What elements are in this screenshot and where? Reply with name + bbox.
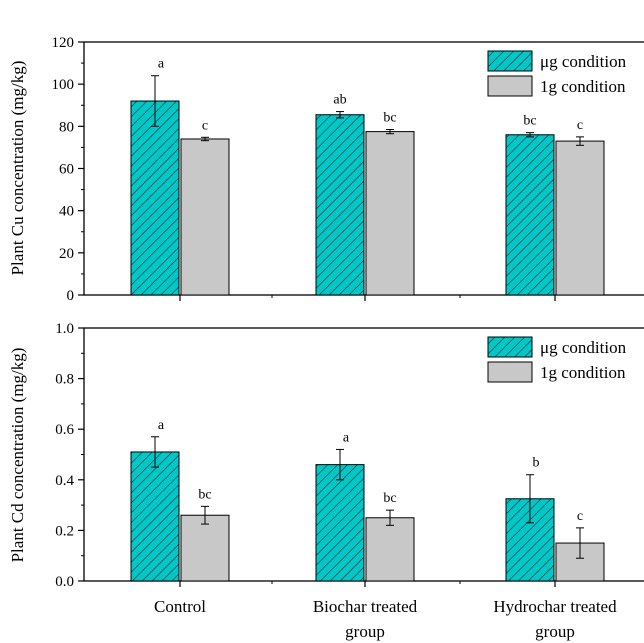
- y-tick-label: 0: [67, 288, 75, 304]
- bar: [365, 517, 415, 582]
- y-tick-label: 40: [59, 204, 74, 220]
- legend-label: μg condition: [540, 338, 627, 357]
- significance-letter: c: [577, 118, 583, 133]
- legend-label: 1g condition: [540, 77, 626, 96]
- y-tick-label: 60: [59, 162, 74, 178]
- significance-letter: a: [343, 430, 350, 445]
- bar: [315, 464, 365, 582]
- y-tick-label: 0.6: [55, 422, 74, 438]
- category-label-line2: group: [345, 622, 385, 641]
- significance-letter: bc: [383, 491, 396, 506]
- legend-swatch: [487, 336, 533, 358]
- significance-letter: c: [577, 509, 583, 524]
- legend-label: μg condition: [540, 52, 627, 71]
- significance-letter: b: [533, 456, 540, 471]
- y-tick-label: 0.0: [55, 574, 74, 590]
- y-tick-label: 0.8: [55, 372, 74, 388]
- bar: [555, 140, 605, 296]
- category-label: Biochar treated: [313, 597, 418, 616]
- y-tick-label: 120: [52, 35, 75, 51]
- legend-swatch: [487, 75, 533, 97]
- significance-letter: bc: [198, 487, 211, 502]
- legend-label: 1g condition: [540, 363, 626, 382]
- bar: [180, 138, 230, 296]
- cu-concentration-panel: 0 20 40 60 80 100 120 Plant Cu concentration (m…: [8, 35, 644, 304]
- y-axis-title: Plant Cd concentration (mg/kg): [8, 348, 27, 563]
- bar: [180, 514, 230, 582]
- category-label-line2: group: [535, 622, 575, 641]
- significance-letter: ab: [333, 93, 346, 108]
- category-labels: Control Biochar treated group Hydrochar tre…: [154, 597, 617, 641]
- bar: [315, 114, 365, 296]
- bar: [505, 134, 555, 296]
- significance-letter: bc: [523, 114, 536, 129]
- legend-swatch: [487, 361, 533, 383]
- bar: [365, 131, 415, 296]
- y-tick-label: 80: [59, 119, 74, 135]
- category-label: Control: [154, 597, 206, 616]
- y-tick-label: 1.0: [55, 321, 74, 337]
- bar: [130, 100, 180, 296]
- y-axis-title: Plant Cu concentration (mg/kg): [8, 61, 27, 276]
- y-tick-label: 100: [52, 77, 75, 93]
- cd-concentration-panel: 0.0 0.2 0.4 0.6 0.8 1.0 Plant Cd concentration…: [8, 321, 644, 590]
- y-tick-label: 0.2: [55, 523, 74, 539]
- bar: [130, 451, 180, 582]
- significance-letter: a: [158, 418, 165, 433]
- legend-swatch: [487, 50, 533, 72]
- y-tick-label: 20: [59, 246, 74, 262]
- significance-letter: bc: [383, 110, 396, 125]
- y-tick-label: 0.4: [55, 473, 74, 489]
- category-label: Hydrochar treated: [493, 597, 617, 616]
- significance-letter: a: [158, 57, 165, 72]
- significance-letter: c: [202, 118, 208, 133]
